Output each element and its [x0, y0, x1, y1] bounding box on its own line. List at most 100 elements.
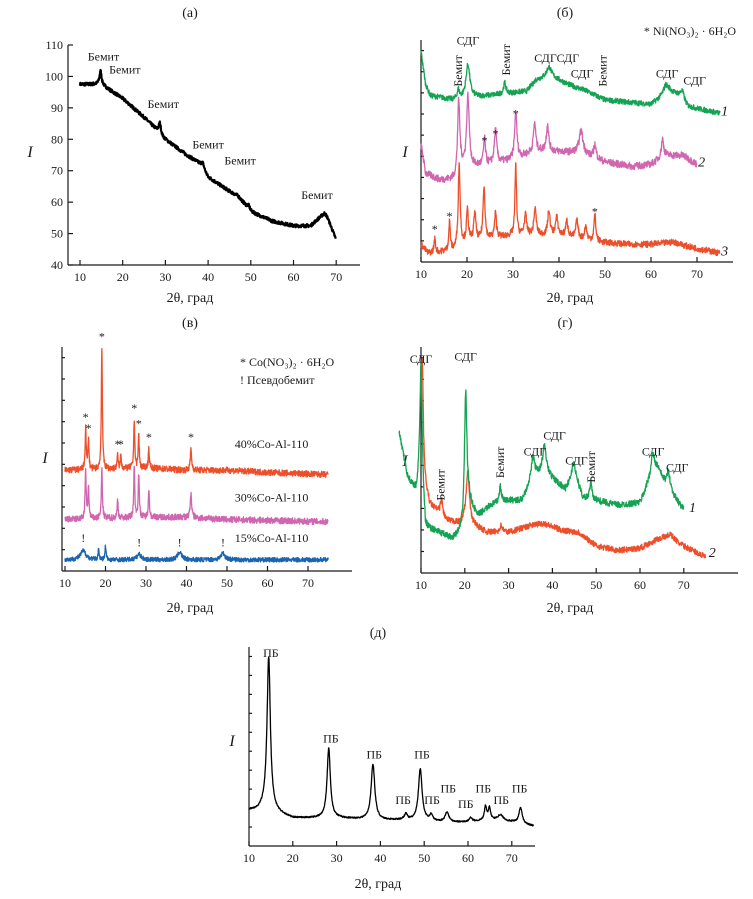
- peak-annotation: Бемит: [192, 138, 224, 152]
- y-tick-label: 70: [51, 164, 63, 178]
- exclaim-marker: !: [221, 535, 225, 549]
- star-marker: *: [131, 401, 137, 415]
- peak-annotation: СДГ: [454, 350, 477, 364]
- exclaim-marker: !: [81, 531, 85, 545]
- star-marker: *: [85, 421, 91, 435]
- x-tick-label: 30: [159, 270, 171, 284]
- star-marker: *: [188, 430, 194, 444]
- x-tick-label: 70: [691, 267, 703, 281]
- y-tick-label: 50: [51, 227, 63, 241]
- x-tick-label: 60: [262, 576, 274, 590]
- peak-annotation-rotated: Бемит: [434, 468, 448, 500]
- peak-annotation-rotated: Бемит: [499, 43, 513, 75]
- series-40%Co-Al-110-line: [64, 348, 329, 479]
- x-tick-label: 10: [59, 576, 71, 590]
- x-tick-label: 60: [288, 270, 300, 284]
- x-tick-label: 40: [546, 578, 558, 592]
- x-tick-label: 20: [459, 578, 471, 592]
- peak-annotation-rotated: Бемит: [451, 54, 465, 86]
- y-tick-label: 80: [51, 132, 63, 146]
- y-tick-label: 60: [51, 195, 63, 209]
- x-tick-label: 50: [245, 270, 257, 284]
- peak-annotation: ПБ: [441, 781, 457, 795]
- y-tick-label: 110: [45, 38, 63, 52]
- x-tick-label: 40: [553, 267, 565, 281]
- peak-annotation-rotated: Бемит: [493, 446, 507, 478]
- y-tick-label: 100: [45, 69, 63, 83]
- series-sample-line: [78, 68, 337, 240]
- star-marker: *: [118, 437, 124, 451]
- peak-annotation: ПБ: [494, 793, 510, 807]
- peak-annotation: Бемит: [109, 62, 141, 76]
- star-marker: *: [136, 417, 142, 431]
- x-tick-label: 60: [645, 267, 657, 281]
- legend-entry: * Co(NO₃)₂ · 6H₂O: [240, 355, 335, 369]
- star-marker: *: [146, 430, 152, 444]
- star-marker: *: [99, 329, 105, 343]
- curve-label: 2: [709, 546, 716, 561]
- peak-annotation: ПБ: [512, 781, 528, 795]
- x-tick-label: 30: [331, 851, 343, 865]
- series-2-line: [420, 91, 698, 183]
- exclaim-marker: !: [137, 535, 141, 549]
- x-tick-label: 30: [507, 267, 519, 281]
- x-tick-label: 30: [140, 576, 152, 590]
- curve-label: 1: [689, 501, 696, 516]
- peak-annotation: СДГ: [543, 429, 566, 443]
- x-axis-label: 2θ, град: [547, 291, 594, 306]
- peak-annotation: СДГ: [666, 460, 689, 474]
- x-tick-label: 10: [415, 267, 427, 281]
- star-marker: *: [481, 133, 487, 147]
- x-tick-label: 10: [74, 270, 86, 284]
- x-axis-label: 2θ, град: [167, 601, 214, 616]
- x-tick-label: 40: [181, 576, 193, 590]
- curve-label: 2: [698, 156, 705, 171]
- peak-annotation-rotated: Бемит: [584, 450, 598, 482]
- x-tick-label: 40: [202, 270, 214, 284]
- star-marker: *: [115, 437, 121, 451]
- x-tick-label: 10: [415, 578, 427, 592]
- x-tick-label: 50: [590, 578, 602, 592]
- x-tick-label: 50: [599, 267, 611, 281]
- panel-label: (а): [182, 6, 198, 21]
- series-15%Co-Al-110-line: [64, 544, 329, 563]
- series-30%Co-Al-110-line: [64, 465, 329, 526]
- x-tick-label: 70: [330, 270, 342, 284]
- y-axis-label: I: [26, 144, 33, 161]
- x-tick-label: 60: [462, 851, 474, 865]
- peak-annotation: ПБ: [458, 797, 474, 811]
- star-marker: *: [447, 209, 453, 223]
- curve-label: 40%Co-Al-110: [235, 437, 309, 451]
- y-axis-label: I: [401, 144, 408, 161]
- legend-entry: ! Псевдобемит: [240, 373, 315, 387]
- x-tick-label: 50: [418, 851, 430, 865]
- peak-annotation: Бемит: [224, 153, 256, 167]
- peak-annotation: ПБ: [323, 732, 339, 746]
- x-tick-label: 20: [117, 270, 129, 284]
- peak-annotation: СДГ: [656, 67, 679, 81]
- x-tick-label: 50: [221, 576, 233, 590]
- peak-annotation: СДГ: [683, 73, 706, 87]
- series-3-line: [420, 162, 721, 257]
- x-tick-label: 20: [461, 267, 473, 281]
- peak-annotation: ПБ: [263, 646, 279, 660]
- peak-annotation: Бемит: [148, 97, 180, 111]
- peak-annotation: СДГ: [524, 444, 547, 458]
- series-1-line: [420, 50, 721, 116]
- chart-panel-a: (а) 10 20 30 40 50 60 70 40 50 60 70 80 90 100 110 2θ, г…: [26, 6, 360, 306]
- x-tick-label: 70: [506, 851, 518, 865]
- panel-label: (д): [370, 626, 387, 641]
- exclaim-marker: !: [178, 535, 182, 549]
- peak-annotation: СДГ: [457, 33, 480, 47]
- star-marker: *: [513, 107, 519, 121]
- curve-label: 30%Co-Al-110: [235, 491, 309, 505]
- x-axis-label: 2θ, град: [167, 291, 214, 306]
- y-tick-label: 40: [51, 258, 63, 272]
- x-tick-label: 30: [503, 578, 515, 592]
- legend-entry: * Ni(NO₃)₂ · 6H₂O: [644, 24, 737, 38]
- star-marker: *: [592, 204, 598, 218]
- star-marker: *: [493, 127, 499, 141]
